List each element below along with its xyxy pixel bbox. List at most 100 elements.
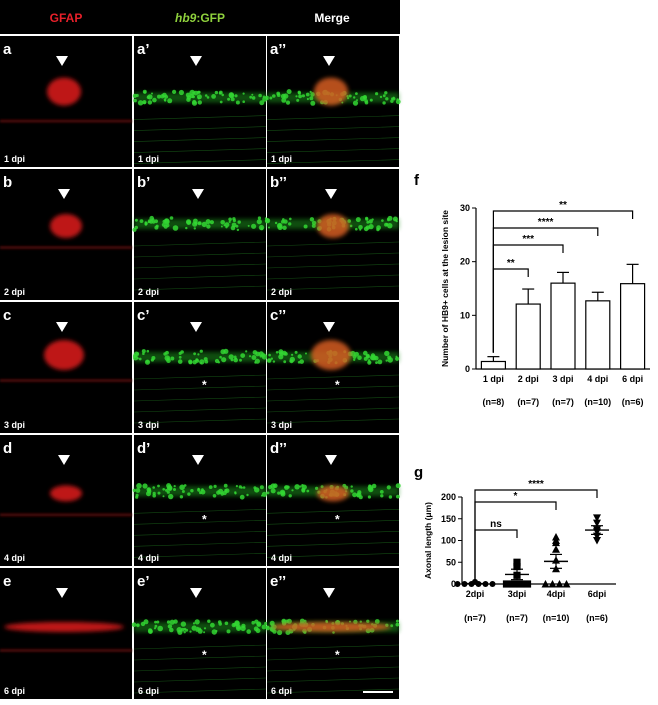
asterisk-marker: *: [335, 648, 340, 662]
gfp-cell: [147, 100, 153, 105]
gfp-cell: [298, 94, 302, 99]
gfp-axon: [266, 688, 400, 694]
micrograph-panel: e’ 6 dpi *: [131, 568, 268, 699]
gfp-axon: [266, 520, 400, 525]
gfp-cell: [352, 492, 357, 498]
gfp-cell: [167, 98, 173, 104]
gfp-cell: [301, 484, 304, 487]
data-point: [516, 580, 525, 588]
gfp-cell: [303, 630, 307, 634]
gfp-cell: [288, 222, 292, 226]
gfp-cell: [254, 487, 260, 493]
gfp-cell: [224, 488, 228, 492]
gfap-signal: [44, 340, 84, 371]
gfp-cell: [355, 217, 361, 223]
gfp-axon: [133, 418, 267, 424]
gfp-cell: [310, 100, 316, 106]
gfp-cell: [379, 490, 384, 494]
data-point: [555, 580, 564, 588]
gfp-cell: [180, 621, 187, 627]
data-point: [593, 519, 601, 528]
gfp-axon: [266, 285, 400, 291]
gfp-cell: [186, 95, 192, 100]
gfp-cell: [375, 361, 378, 364]
n-label: (n=7): [464, 613, 486, 623]
gfp-cell: [192, 622, 196, 625]
gfap-background: [0, 513, 132, 517]
gfp-cell: [376, 225, 381, 231]
gfp-cell: [395, 356, 400, 361]
gfp-cell: [311, 220, 317, 226]
bracket-line: [474, 489, 598, 581]
gfp-cell: [296, 98, 300, 102]
panel-label: c’: [137, 307, 150, 324]
gfp-cell: [197, 488, 201, 492]
gfp-cell: [239, 358, 242, 362]
panel-label: e’: [137, 573, 150, 590]
dpi-label: 4 dpi: [138, 553, 159, 563]
arrowhead-marker: [58, 189, 70, 199]
y-tick-label: 200: [441, 492, 456, 502]
gfp-cell: [387, 223, 393, 229]
gfp-cell: [191, 625, 197, 631]
gfap-signal: [4, 621, 124, 632]
gfp-cell: [390, 99, 394, 103]
panel-label: b’’: [270, 174, 287, 191]
gfp-cell: [363, 96, 367, 100]
gfap-signal: [47, 77, 81, 106]
gfap-background: [0, 648, 132, 652]
n-label: (n=7): [552, 397, 574, 407]
gfp-cell: [276, 93, 281, 97]
gfp-cell: [251, 96, 256, 100]
gfp-axon: [133, 374, 267, 380]
micrograph-panel: c’’ 3 dpi *: [266, 302, 400, 433]
gfp-cell: [214, 90, 219, 95]
gfp-cell: [377, 359, 383, 365]
gfp-cell: [223, 348, 229, 354]
micrograph-panel: a 1 dpi: [0, 36, 132, 167]
gfp-cell: [143, 91, 147, 94]
gfp-cell: [172, 89, 177, 94]
gfp-cell: [268, 226, 270, 229]
data-point: [562, 580, 571, 588]
gfp-cell: [352, 355, 357, 359]
header-band: [0, 0, 400, 34]
panel-label: b: [3, 174, 12, 191]
gfp-cell: [266, 358, 272, 363]
gfp-cell: [185, 226, 188, 230]
x-tick-label: 4dpi: [547, 589, 566, 599]
data-point: [489, 581, 496, 587]
gfp-cell: [218, 622, 222, 626]
gfp-cell: [270, 488, 276, 494]
gfp-cell: [395, 483, 401, 489]
data-point: [593, 514, 601, 522]
gfp-axon: [266, 137, 400, 142]
gfp-cell: [282, 225, 287, 230]
significance-label: ***: [522, 234, 534, 245]
gfp-axon: [266, 374, 400, 380]
gfp-cell: [183, 627, 187, 631]
gfp-cell: [196, 90, 201, 94]
gfp-cell: [236, 626, 242, 631]
gfp-axon: [266, 159, 400, 164]
micrograph-panel: c 3 dpi: [0, 302, 132, 433]
gfp-axon: [266, 553, 400, 558]
gfap-signal: [317, 485, 349, 502]
gfp-cell: [238, 485, 242, 489]
gfap-signal: [317, 214, 349, 239]
arrowhead-marker: [323, 588, 335, 598]
y-tick-label: 10: [460, 310, 470, 320]
gfp-axon: [266, 263, 400, 269]
gfp-cell: [270, 357, 273, 360]
significance-bracket: ****: [474, 479, 598, 581]
gfp-cell: [347, 97, 350, 100]
gfp-cell: [249, 95, 253, 99]
gfp-cell: [178, 89, 184, 96]
gfp-cell: [385, 359, 388, 362]
gfp-cell: [151, 356, 156, 360]
gfp-cell: [240, 353, 246, 358]
dpi-label: 1 dpi: [138, 154, 159, 164]
gfp-cell: [347, 219, 352, 223]
gfp-cell: [230, 97, 235, 102]
gfp-cell: [196, 626, 199, 630]
